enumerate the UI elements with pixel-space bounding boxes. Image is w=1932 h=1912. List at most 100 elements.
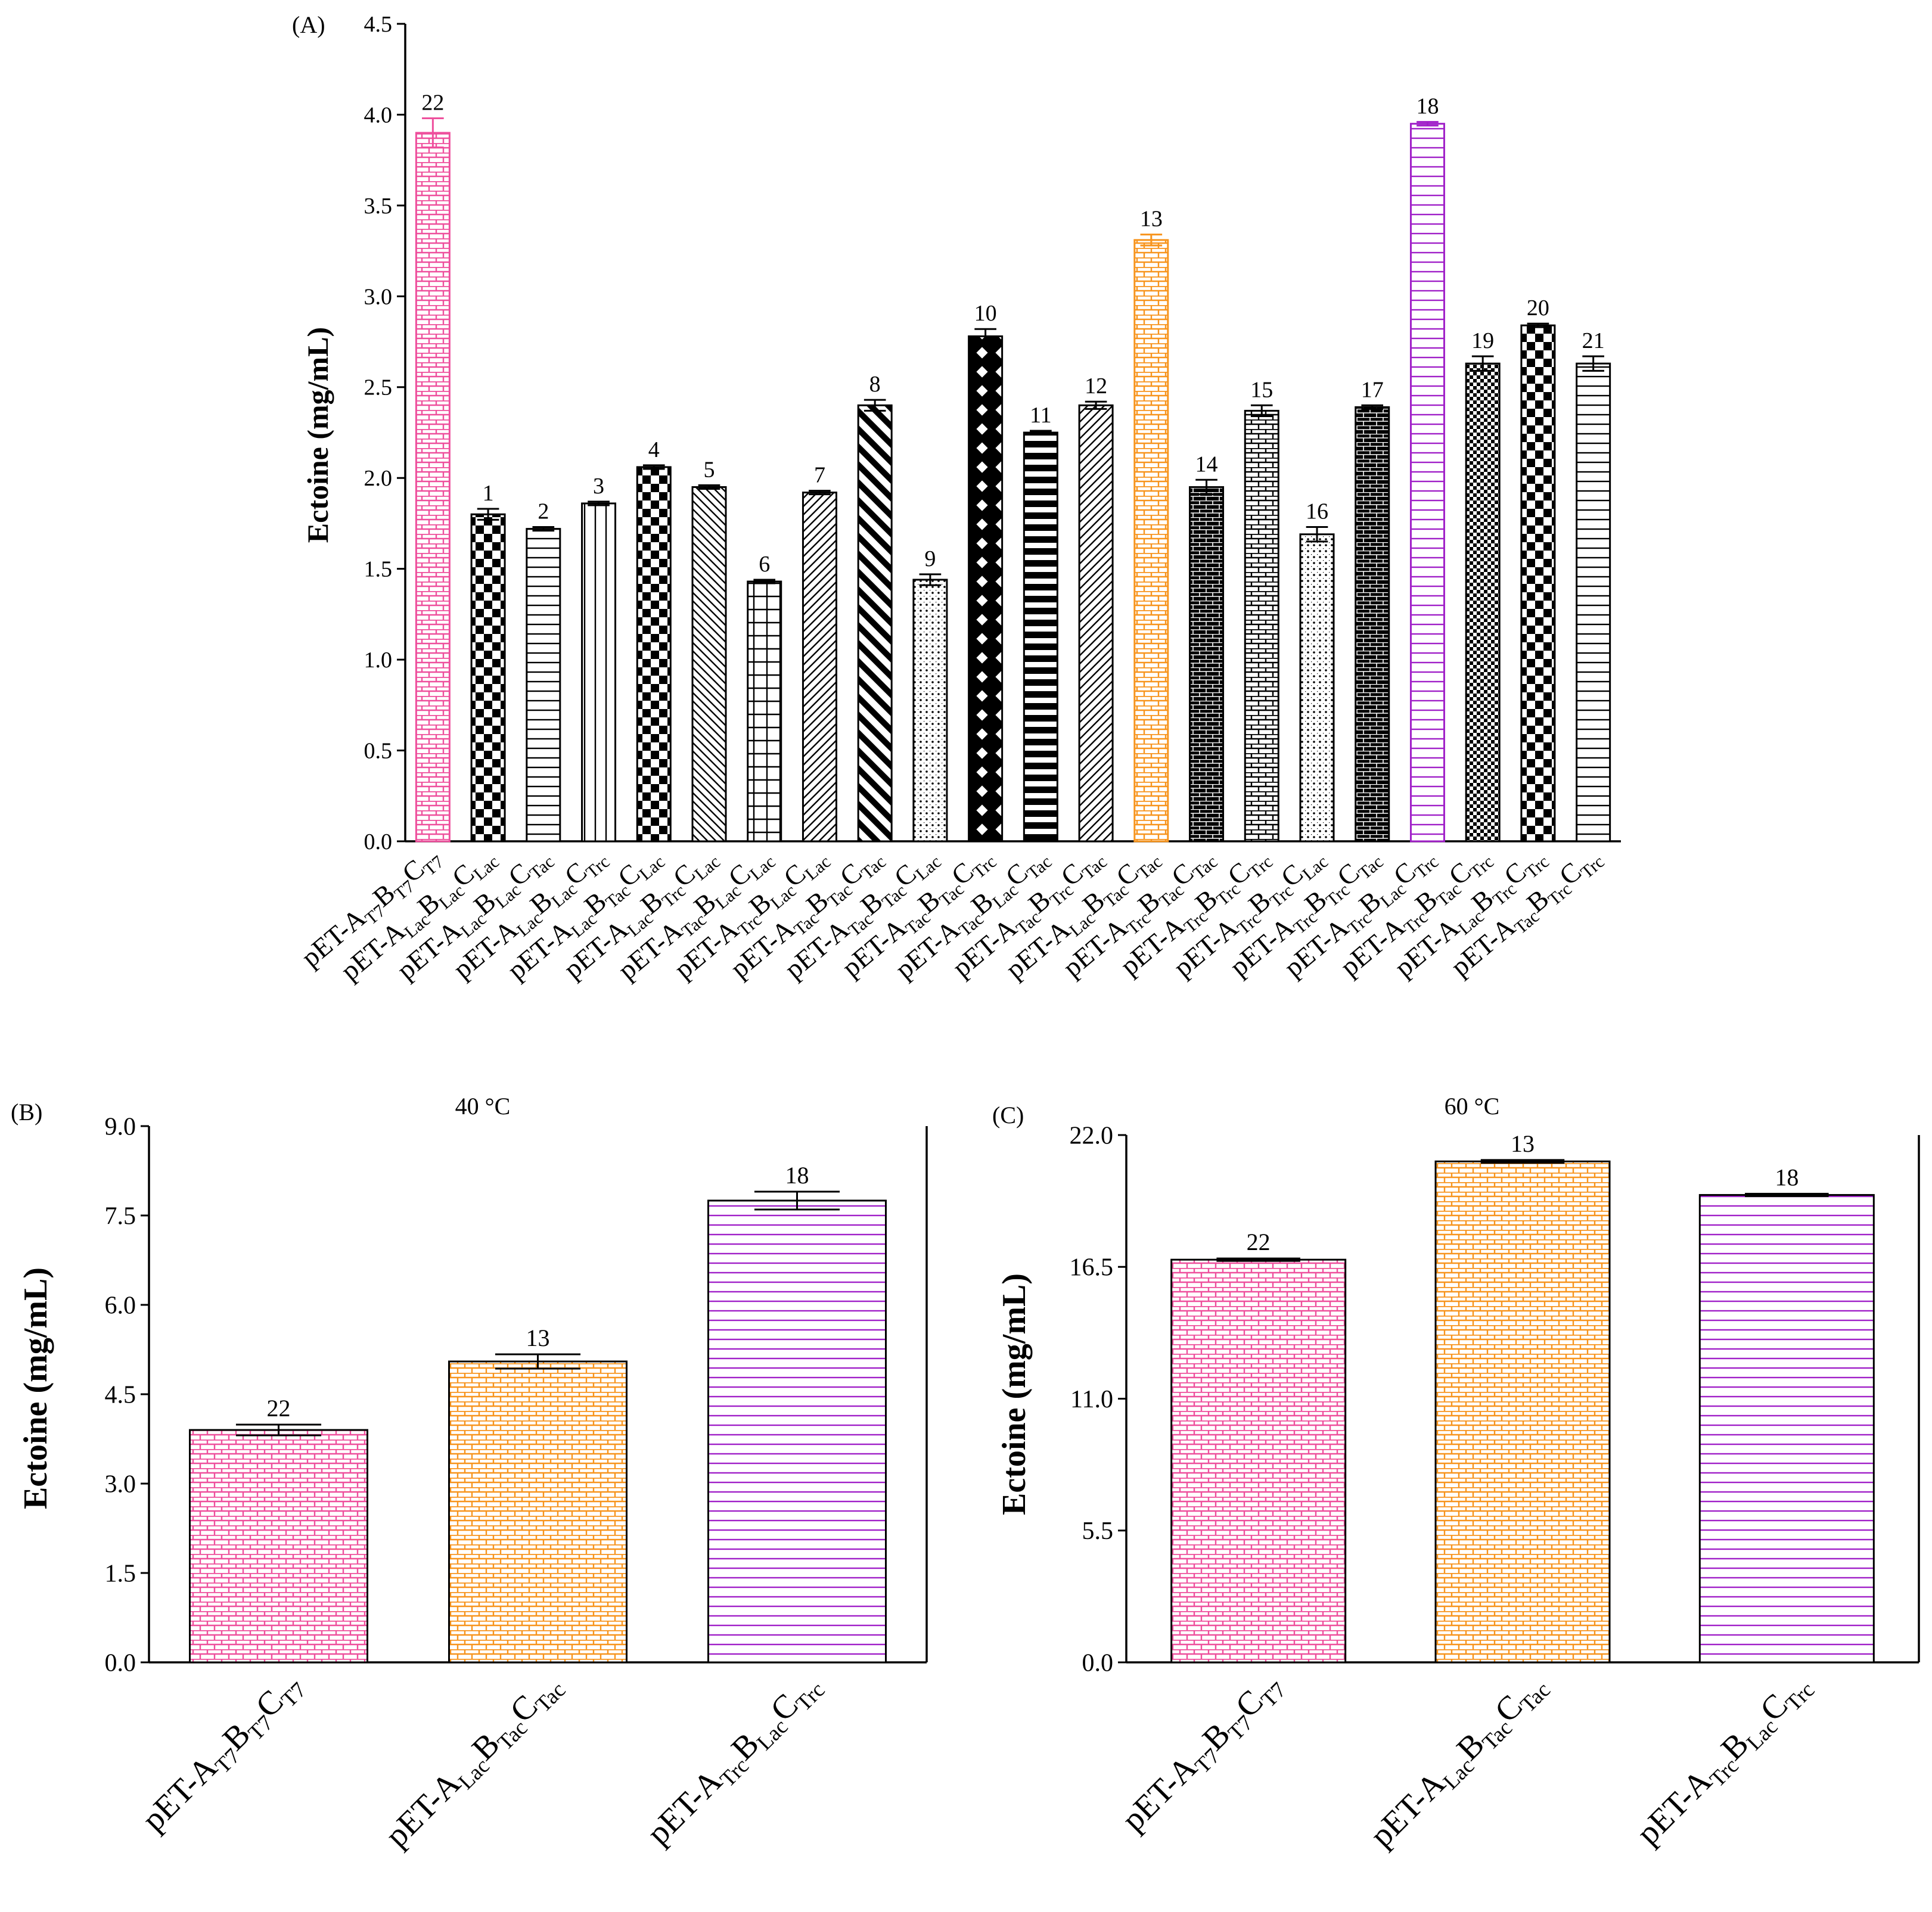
bar-id-label: 22: [1247, 1229, 1271, 1255]
panel-b-bars: 22 13 18: [189, 1162, 887, 1664]
x-tick-label: pET-AT7BT7CT7: [1115, 1665, 1291, 1842]
y-tick-label: 6.0: [105, 1292, 136, 1319]
error-bar: [753, 579, 776, 585]
bar: [857, 404, 893, 842]
panel-c-x-tick-labels: pET-AT7BT7CT7 pET-ALacBTacCTac pET-ATrcBLa…: [1115, 1665, 1820, 1858]
panel-a-y-axis-label: Ectoine (mg/mL): [301, 327, 334, 543]
bar: [1133, 239, 1169, 842]
error-bar: [1216, 1257, 1300, 1262]
y-tick-label: 0.0: [364, 829, 393, 854]
panel-b-x-tick-labels: pET-AT7BT7CT7 pET-ALacBTacCTac pET-ATrcBLa…: [135, 1665, 830, 1855]
bar: [1244, 409, 1279, 842]
bar: [1520, 324, 1556, 842]
bar: [1078, 404, 1114, 842]
bar: [1576, 362, 1611, 842]
bar-id-label: 18: [1416, 94, 1439, 119]
y-tick-label: 1.5: [105, 1560, 136, 1587]
bar: [707, 1199, 887, 1664]
panel-c-label: (C): [992, 1102, 1024, 1128]
panel-c: (C) 60 °C Ectoine (mg/mL) 0.0 5.5 11.0 16.5…: [992, 1093, 1920, 1858]
bar-id-label: 14: [1195, 452, 1218, 477]
y-tick-label: 11.0: [1070, 1386, 1113, 1413]
bar: [1023, 431, 1058, 842]
y-tick-label: 2.5: [364, 375, 393, 400]
bar: [1299, 533, 1335, 842]
error-bar: [1527, 322, 1549, 328]
y-tick-label: 4.5: [364, 12, 393, 37]
bar-id-label: 19: [1471, 328, 1494, 353]
bar-id-label: 10: [974, 301, 997, 326]
x-tick-label: pET-ATrcBLacCTrc: [640, 1665, 830, 1855]
bar: [1465, 362, 1501, 842]
bar-id-label: 13: [1140, 207, 1163, 232]
y-tick-label: 0.0: [1082, 1649, 1114, 1677]
bar-id-label: 11: [1030, 403, 1052, 428]
bar-id-label: 13: [526, 1325, 550, 1351]
y-tick-label: 2.0: [364, 466, 393, 491]
y-tick-label: 3.0: [364, 284, 393, 309]
y-tick-label: 22.0: [1070, 1122, 1114, 1149]
y-tick-label: 0.0: [105, 1649, 136, 1677]
bar: [448, 1360, 628, 1664]
panel-b: (B) 40 °C Ectoine (mg/mL) 0.0 1.5 3.0 4.5 6.…: [11, 1093, 928, 1855]
bar-id-label: 22: [267, 1395, 291, 1422]
y-tick-label: 7.5: [105, 1202, 136, 1230]
error-bar: [1195, 478, 1217, 496]
error-bar: [422, 117, 444, 148]
error-bar: [477, 508, 499, 521]
bar: [1434, 1160, 1611, 1664]
error-bar: [1085, 400, 1107, 410]
bar: [912, 579, 948, 842]
bar-id-label: 7: [814, 463, 825, 488]
bar-id-label: 9: [924, 546, 936, 571]
y-tick-label: 3.0: [105, 1470, 136, 1498]
bar: [636, 466, 672, 842]
error-bar: [588, 500, 610, 506]
bar-id-label: 12: [1085, 374, 1107, 399]
x-tick-label: pET-ALacBTacCTac: [1363, 1665, 1555, 1858]
error-bar: [864, 399, 886, 412]
panel-b-subtitle: 40 °C: [455, 1093, 511, 1120]
bar: [1189, 486, 1225, 842]
error-bar: [495, 1353, 581, 1370]
panel-c-y-axis-label: Ectoine (mg/mL): [996, 1273, 1033, 1515]
error-bar: [1361, 404, 1384, 410]
bar-id-label: 22: [421, 91, 444, 116]
x-tick-label: pET-AT7BT7CT7: [135, 1665, 311, 1842]
bar: [526, 528, 561, 842]
panel-a-label: (A): [292, 11, 325, 38]
bar: [691, 486, 727, 842]
error-bar: [974, 328, 996, 345]
bar-id-label: 6: [759, 552, 770, 577]
bar-id-label: 3: [593, 474, 604, 499]
bar: [415, 132, 451, 842]
bar-id-label: 1: [483, 481, 494, 506]
error-bar: [1030, 430, 1052, 436]
bar: [1409, 123, 1445, 842]
y-tick-label: 1.5: [364, 557, 393, 582]
bar-id-label: 15: [1250, 377, 1273, 402]
y-tick-label: 4.5: [105, 1381, 136, 1409]
error-bar: [1140, 234, 1163, 247]
error-bar: [1582, 355, 1604, 372]
error-bar: [919, 573, 942, 586]
bar: [1698, 1194, 1875, 1664]
bar: [1170, 1258, 1347, 1664]
y-tick-label: 9.0: [105, 1113, 136, 1140]
bar-id-label: 2: [538, 499, 549, 524]
y-tick-label: 0.5: [364, 738, 393, 763]
bar-id-label: 4: [648, 437, 660, 462]
panel-c-subtitle: 60 °C: [1445, 1093, 1500, 1120]
error-bar: [1745, 1193, 1829, 1198]
error-bar: [1480, 1159, 1565, 1164]
y-tick-label: 4.0: [364, 102, 393, 128]
bar-id-label: 13: [1511, 1130, 1535, 1157]
bar-id-label: 5: [704, 457, 715, 482]
bar-id-label: 21: [1582, 328, 1605, 353]
panel-b-label: (B): [11, 1099, 42, 1126]
bar: [802, 492, 837, 842]
bar-id-label: 20: [1527, 296, 1549, 321]
y-tick-label: 3.5: [364, 194, 393, 219]
